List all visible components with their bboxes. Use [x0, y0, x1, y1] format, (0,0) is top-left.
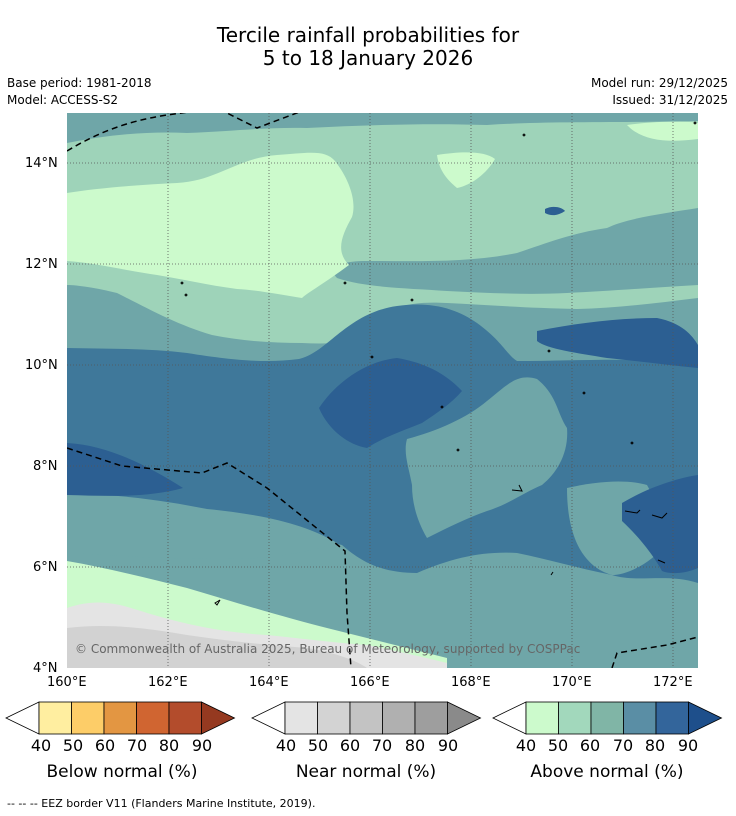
lon-tick-168e: 168°E	[451, 675, 491, 690]
legend-above-tick: 80	[644, 736, 666, 755]
below-colorbar-segment	[103, 701, 137, 735]
map-title-line1: Tercile rainfall probabilities for	[216, 23, 520, 47]
lon-tick-172e: 172°E	[653, 675, 693, 690]
above-colorbar-segment	[590, 701, 624, 735]
lat-tick-14n: 14°N	[25, 156, 58, 171]
near-colorbar-segment	[382, 701, 416, 735]
near-colorbar-segment	[284, 701, 318, 735]
near-colorbar-under-arrow	[251, 701, 286, 735]
region-above-40-east	[627, 121, 698, 141]
lat-tick-4n: 4°N	[33, 661, 58, 676]
region-above-80-southeast	[622, 475, 698, 574]
near-colorbar-over-arrow	[447, 701, 482, 735]
near-colorbar-segment	[414, 701, 448, 735]
below-colorbar-segment	[38, 701, 72, 735]
lon-tick-160e: 160°E	[47, 675, 87, 690]
lat-tick-12n: 12°N	[25, 257, 58, 272]
region-above-80-east	[537, 318, 698, 368]
model-name: Model: ACCESS-S2	[7, 93, 119, 107]
legend-near-label: Near normal (%)	[295, 762, 437, 782]
lat-tick-6n: 6°N	[33, 560, 58, 575]
legend-above-tick: 90	[677, 736, 699, 755]
map-grid	[67, 113, 698, 668]
above-colorbar-under-arrow	[492, 701, 527, 735]
issued-date: Issued: 31/12/2025	[612, 93, 728, 107]
eez-footnote: -- -- -- EEZ border V11 (Flanders Marine…	[7, 797, 316, 810]
above-colorbar-segment	[623, 701, 657, 735]
below-colorbar-under-arrow	[5, 701, 40, 735]
above-colorbar-over-arrow	[688, 701, 723, 735]
legend-below-tick: 60	[94, 736, 116, 755]
legend-below-tick: 40	[30, 736, 52, 755]
legend-above-label: Above normal (%)	[530, 762, 684, 782]
legend-near-tick: 60	[339, 736, 361, 755]
legend-above-colorbar	[492, 701, 723, 735]
legend-above-tick: 60	[579, 736, 601, 755]
eez-border	[67, 113, 698, 668]
region-above-40-north	[437, 152, 495, 188]
above-colorbar-segment	[525, 701, 559, 735]
region-above-80-dot	[545, 206, 565, 216]
near-colorbar-segment	[349, 701, 383, 735]
legend-below-label: Below normal (%)	[46, 762, 198, 782]
legend-above-tick: 70	[612, 736, 634, 755]
legend-below-tick: 70	[126, 736, 148, 755]
base-period: Base period: 1981-2018	[7, 76, 152, 90]
region-near-50	[67, 625, 367, 668]
map-title-line2: 5 to 18 January 2026	[262, 46, 474, 70]
atolls	[180, 121, 697, 606]
legend-above-tick: 40	[515, 736, 537, 755]
lon-tick-170e: 170°E	[552, 675, 592, 690]
legend-near-tick: 90	[437, 736, 459, 755]
legend-below-tick: 80	[158, 736, 180, 755]
near-colorbar-segment	[317, 701, 351, 735]
lon-tick-162e: 162°E	[148, 675, 188, 690]
above-colorbar-segment	[655, 701, 689, 735]
region-above-40-west	[67, 152, 354, 298]
legend-near-colorbar	[251, 701, 482, 735]
lat-tick-8n: 8°N	[33, 459, 58, 474]
below-colorbar-over-arrow	[201, 701, 236, 735]
legend-below-colorbar	[5, 701, 236, 735]
region-above-60-west	[67, 493, 337, 559]
legend-near-tick: 50	[307, 736, 329, 755]
lat-tick-10n: 10°N	[25, 358, 58, 373]
legend-near-tick: 40	[275, 736, 297, 755]
above-colorbar-segment	[558, 701, 592, 735]
below-colorbar-segment	[71, 701, 105, 735]
lon-tick-166e: 166°E	[350, 675, 390, 690]
region-above-80-west	[67, 443, 183, 496]
legend-near-tick: 80	[404, 736, 426, 755]
region-above-60-center	[405, 377, 568, 538]
legend-below-tick: 50	[62, 736, 84, 755]
below-colorbar-segment	[168, 701, 202, 735]
copyright-watermark: © Commonwealth of Australia 2025, Bureau…	[75, 642, 580, 656]
legend-near-tick: 70	[371, 736, 393, 755]
legend-below-tick: 90	[191, 736, 213, 755]
rainfall-map: © Commonwealth of Australia 2025, Bureau…	[67, 113, 698, 668]
model-run: Model run: 29/12/2025	[590, 76, 728, 90]
lon-tick-164e: 164°E	[249, 675, 289, 690]
below-colorbar-segment	[136, 701, 170, 735]
region-above-80-center	[319, 358, 462, 448]
legend-above-tick: 50	[547, 736, 569, 755]
